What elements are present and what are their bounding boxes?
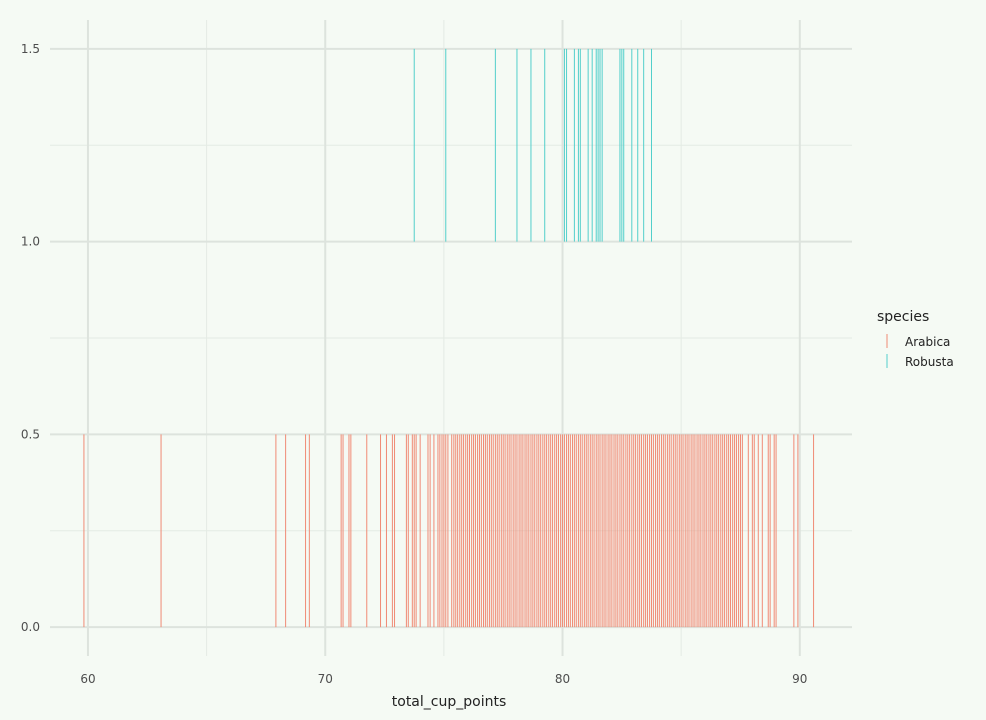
legend-label-arabica: Arabica bbox=[905, 335, 950, 349]
major-gridlines bbox=[50, 20, 852, 656]
legend: species Arabica Robusta bbox=[877, 309, 954, 369]
x-tick-label: 70 bbox=[318, 672, 333, 686]
robusta-rug-series bbox=[413, 48, 652, 242]
minor-gridlines bbox=[50, 20, 852, 656]
y-tick-label: 0.0 bbox=[21, 620, 40, 634]
legend-title: species bbox=[877, 309, 929, 325]
x-tick-label: 90 bbox=[792, 672, 807, 686]
y-tick-label: 1.0 bbox=[21, 235, 40, 249]
y-tick-label: 0.5 bbox=[21, 427, 40, 441]
y-tick-label: 1.5 bbox=[21, 42, 40, 56]
x-axis-title: total_cup_points bbox=[392, 694, 506, 710]
arabica-rug-series bbox=[83, 434, 815, 628]
x-axis-tick-labels: 60 70 80 90 bbox=[80, 672, 807, 686]
y-axis-tick-labels: 0.0 0.5 1.0 1.5 bbox=[21, 42, 40, 634]
legend-label-robusta: Robusta bbox=[905, 355, 954, 369]
x-tick-label: 60 bbox=[80, 672, 95, 686]
x-tick-label: 80 bbox=[555, 672, 570, 686]
